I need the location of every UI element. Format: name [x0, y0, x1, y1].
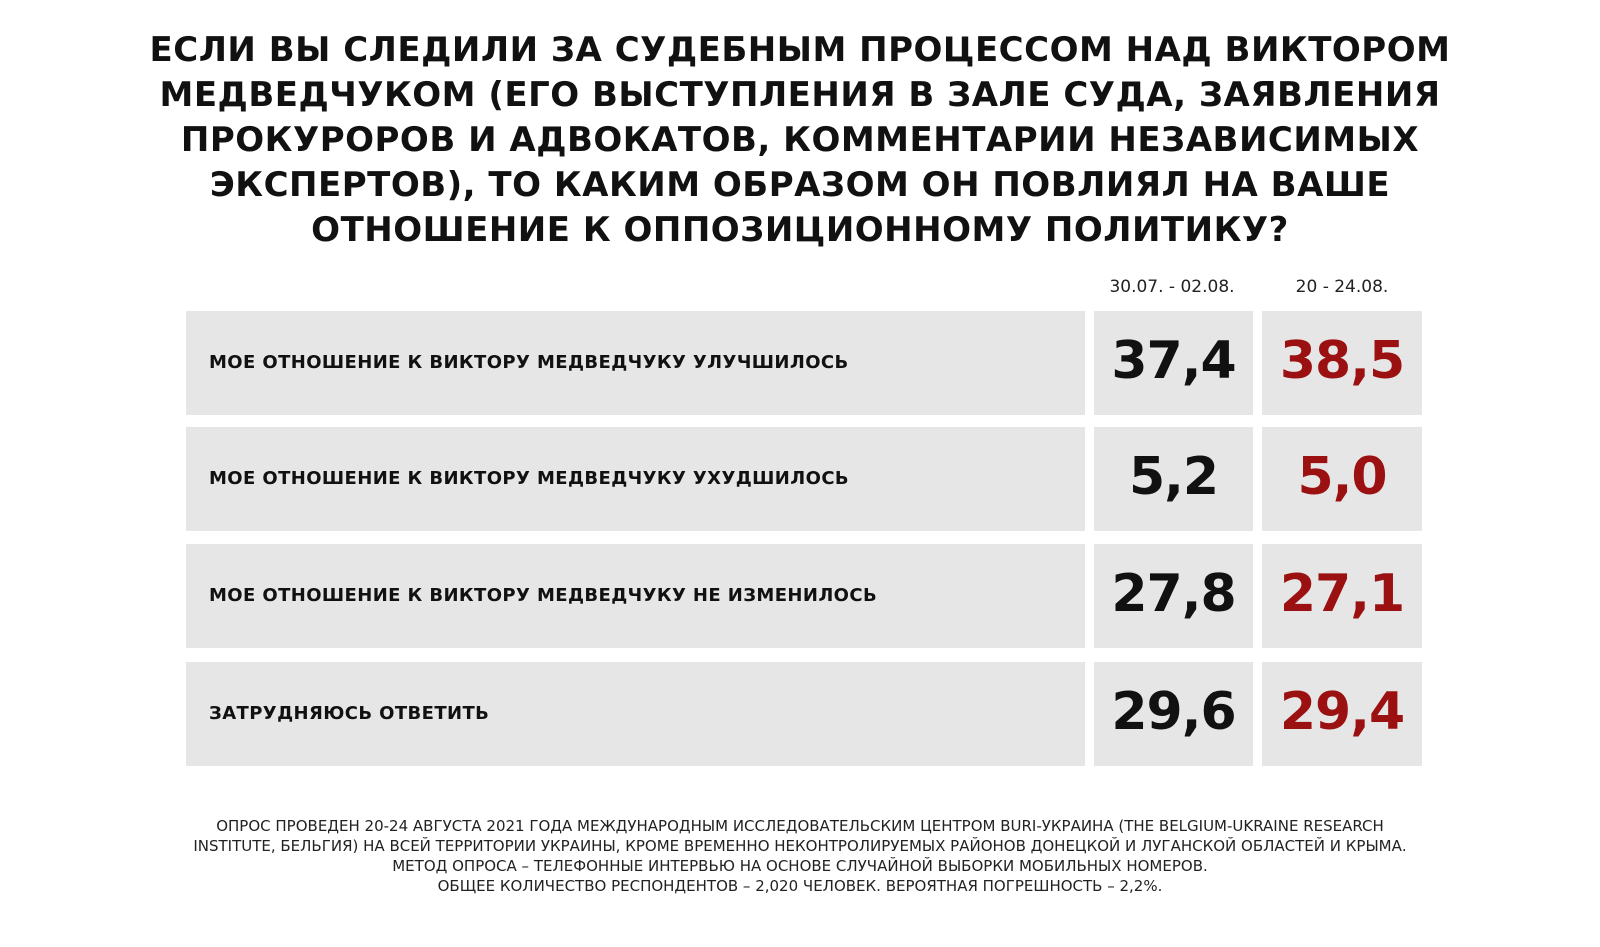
table-row: ЗАТРУДНЯЮСЬ ОТВЕТИТЬ 29,6 29,4: [186, 662, 1424, 766]
title-line: ЭКСПЕРТОВ), ТО КАКИМ ОБРАЗОМ ОН ПОВЛИЯЛ …: [209, 165, 1391, 205]
value-cell-first-period: 5,2: [1094, 427, 1253, 531]
row-label-cell: ЗАТРУДНЯЮСЬ ОТВЕТИТЬ: [186, 662, 1085, 766]
survey-methodology-note: ОПРОС ПРОВЕДЕН 20-24 АВГУСТА 2021 ГОДА М…: [60, 816, 1540, 896]
footnote-line: МЕТОД ОПРОСА – ТЕЛЕФОННЫЕ ИНТЕРВЬЮ НА ОС…: [392, 857, 1208, 875]
value-cell-first-period: 27,8: [1094, 544, 1253, 648]
value-cell-second-period: 27,1: [1262, 544, 1422, 648]
value-first-period: 29,6: [1111, 682, 1236, 742]
table-row: МОЕ ОТНОШЕНИЕ К ВИКТОРУ МЕДВЕДЧУКУ УЛУЧШ…: [186, 311, 1424, 415]
value-cell-second-period: 38,5: [1262, 311, 1422, 415]
column-header-first-period: 30.07. - 02.08.: [1109, 277, 1235, 297]
row-label: МОЕ ОТНОШЕНИЕ К ВИКТОРУ МЕДВЕДЧУКУ НЕ ИЗ…: [209, 585, 878, 606]
value-cell-first-period: 37,4: [1094, 311, 1253, 415]
column-header-second-period: 20 - 24.08.: [1295, 277, 1389, 297]
title-line: ОТНОШЕНИЕ К ОППОЗИЦИОННОМУ ПОЛИТИКУ?: [311, 210, 1289, 250]
value-first-period: 5,2: [1128, 447, 1219, 507]
value-second-period: 29,4: [1279, 682, 1405, 742]
footnote-line: ОПРОС ПРОВЕДЕН 20-24 АВГУСТА 2021 ГОДА М…: [216, 817, 1384, 835]
value-first-period: 37,4: [1111, 331, 1236, 391]
value-cell-first-period: 29,6: [1094, 662, 1253, 766]
value-second-period: 5,0: [1297, 447, 1387, 507]
value-cell-second-period: 29,4: [1262, 662, 1422, 766]
row-label: МОЕ ОТНОШЕНИЕ К ВИКТОРУ МЕДВЕДЧУКУ УХУДШ…: [209, 468, 850, 489]
footnote-line: INSTITUTE, БЕЛЬГИЯ) НА ВСЕЙ ТЕРРИТОРИИ У…: [193, 837, 1407, 855]
table-row: МОЕ ОТНОШЕНИЕ К ВИКТОРУ МЕДВЕДЧУКУ НЕ ИЗ…: [186, 544, 1424, 648]
title-line: ЕСЛИ ВЫ СЛЕДИЛИ ЗА СУДЕБНЫМ ПРОЦЕССОМ НА…: [149, 30, 1451, 70]
row-label: ЗАТРУДНЯЮСЬ ОТВЕТИТЬ: [209, 703, 490, 724]
row-label-cell: МОЕ ОТНОШЕНИЕ К ВИКТОРУ МЕДВЕДЧУКУ НЕ ИЗ…: [186, 544, 1085, 648]
table-row: МОЕ ОТНОШЕНИЕ К ВИКТОРУ МЕДВЕДЧУКУ УХУДШ…: [186, 427, 1424, 531]
row-label: МОЕ ОТНОШЕНИЕ К ВИКТОРУ МЕДВЕДЧУКУ УЛУЧШ…: [209, 352, 849, 373]
row-label-cell: МОЕ ОТНОШЕНИЕ К ВИКТОРУ МЕДВЕДЧУКУ УЛУЧШ…: [186, 311, 1085, 415]
chart-title: ЕСЛИ ВЫ СЛЕДИЛИ ЗА СУДЕБНЫМ ПРОЦЕССОМ НА…: [100, 28, 1500, 253]
value-first-period: 27,8: [1111, 564, 1236, 624]
value-second-period: 38,5: [1279, 331, 1405, 391]
row-label-cell: МОЕ ОТНОШЕНИЕ К ВИКТОРУ МЕДВЕДЧУКУ УХУДШ…: [186, 427, 1085, 531]
title-line: ПРОКУРОРОВ И АДВОКАТОВ, КОММЕНТАРИИ НЕЗА…: [180, 120, 1420, 160]
title-line: МЕДВЕДЧУКОМ (ЕГО ВЫСТУПЛЕНИЯ В ЗАЛЕ СУДА…: [159, 75, 1441, 115]
value-cell-second-period: 5,0: [1262, 427, 1422, 531]
footnote-line: ОБЩЕЕ КОЛИЧЕСТВО РЕСПОНДЕНТОВ – 2,020 ЧЕ…: [437, 877, 1163, 895]
value-second-period: 27,1: [1279, 564, 1405, 624]
